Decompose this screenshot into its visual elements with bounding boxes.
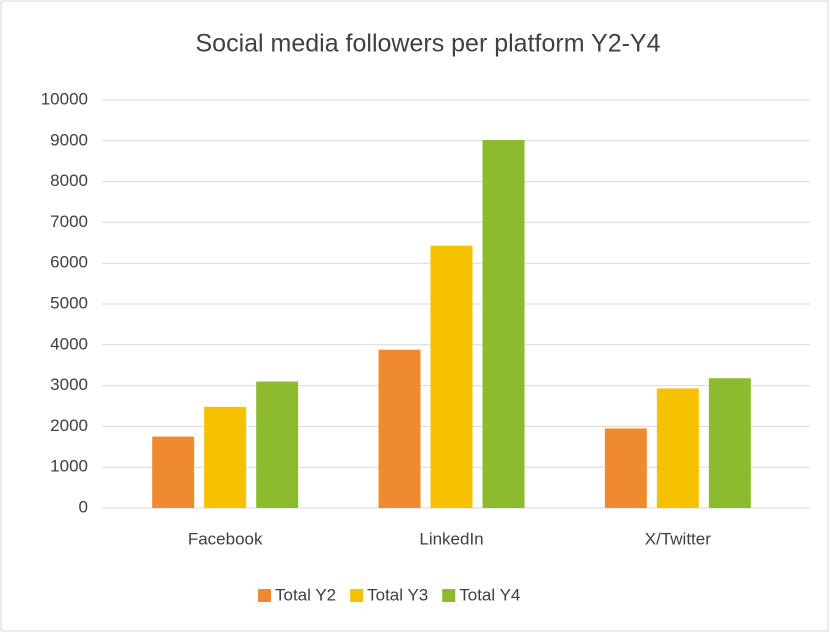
legend-swatch	[258, 589, 271, 602]
bar	[656, 388, 699, 508]
x-tick-label: Facebook	[188, 529, 263, 548]
y-tick-label: 2000	[50, 416, 88, 435]
y-tick-label: 8000	[50, 171, 88, 190]
bar	[482, 139, 525, 508]
bar	[604, 428, 647, 508]
y-tick-label: 3000	[50, 375, 88, 394]
y-tick-label: 5000	[50, 293, 88, 312]
legend-label: Total Y2	[275, 585, 336, 604]
legend-swatch	[442, 589, 456, 602]
y-tick-label: 0	[79, 497, 88, 516]
y-tick-label: 9000	[50, 130, 88, 149]
legend-swatch	[350, 589, 364, 602]
legend-label: Total Y4	[459, 585, 520, 604]
chart-title: Social media followers per platform Y2-Y…	[195, 30, 660, 58]
x-tick-label: X/Twitter	[645, 529, 711, 548]
y-tick-label: 6000	[50, 253, 88, 272]
bar	[430, 245, 473, 508]
y-tick-label: 4000	[50, 334, 88, 353]
y-tick-label: 10000	[41, 89, 88, 108]
bar	[152, 436, 195, 508]
bar	[204, 406, 247, 508]
bar	[256, 381, 299, 508]
x-tick-label: LinkedIn	[419, 529, 483, 548]
legend-label: Total Y3	[367, 585, 428, 604]
bar	[708, 378, 751, 508]
y-tick-label: 7000	[50, 212, 88, 231]
bar	[378, 349, 421, 508]
y-tick-label: 1000	[50, 457, 88, 476]
